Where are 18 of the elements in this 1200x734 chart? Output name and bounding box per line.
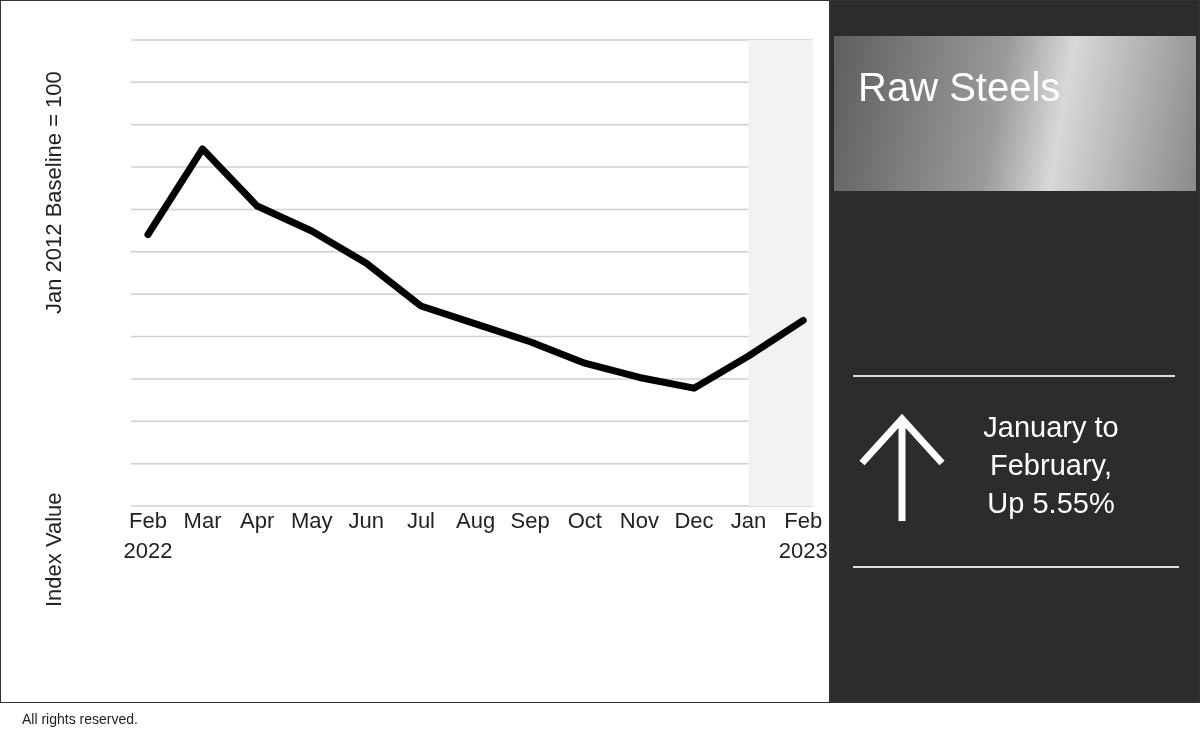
x-tick-label: Jul	[406, 508, 436, 533]
x-tick-label: Dec	[674, 508, 714, 533]
x-tick-label: Feb 2022	[123, 508, 173, 563]
y-axis-title: Index Value	[41, 492, 66, 607]
text: Jan 2012 Baseline = 100	[41, 71, 66, 314]
x-tick-label: Sep	[510, 508, 550, 533]
x-tick-label: May	[290, 508, 333, 533]
x-tick-label: Jun	[348, 508, 385, 533]
x-tick-label: Mar	[183, 508, 222, 533]
text: January to February, Up 5.55%	[982, 410, 1120, 521]
x-tick-label: Oct	[567, 508, 602, 533]
text: All rights reserved.	[22, 711, 138, 727]
text: Raw Steels	[858, 64, 1062, 110]
x-tick-label: Jan	[730, 508, 767, 533]
x-tick-label: Apr	[240, 508, 275, 533]
x-tick-label: Aug	[455, 508, 496, 533]
x-tick-label: Nov	[619, 508, 659, 533]
x-tick-label: Feb 2023	[778, 508, 828, 563]
